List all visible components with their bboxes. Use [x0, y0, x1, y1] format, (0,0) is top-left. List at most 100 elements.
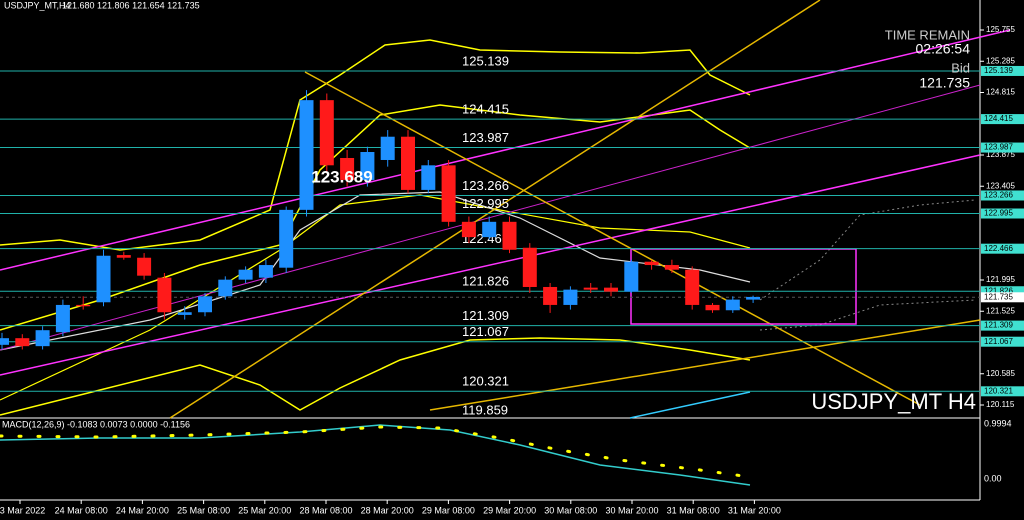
watermark: USDJPY_MT H4: [811, 389, 976, 414]
level-axis-label: 122.466: [984, 244, 1013, 253]
candle-body: [401, 136, 415, 190]
candle-body: [258, 265, 273, 278]
time-label: 29 Mar 08:00: [422, 505, 475, 515]
cloud-edge: [759, 299, 976, 331]
candle-body: [522, 247, 537, 287]
level-box: [981, 65, 1024, 76]
candle-body: [340, 157, 355, 180]
level-box: [981, 142, 1024, 153]
time-label: 24 Mar 08:00: [55, 505, 108, 515]
candle-body: [360, 152, 375, 180]
level-label: 123.987: [462, 130, 509, 145]
trend-line: [629, 391, 751, 419]
candle-body: [664, 265, 679, 270]
level-axis-label: 121.067: [984, 337, 1013, 346]
level-axis-label: 122.995: [984, 209, 1013, 218]
level-label: 119.859: [462, 402, 508, 417]
axis-label: 123.875: [986, 150, 1015, 159]
time-label: 30 Mar 20:00: [605, 505, 658, 515]
time-label: 31 Mar 08:00: [667, 505, 720, 515]
macd-signal: [0, 425, 752, 479]
candle-body: [96, 255, 111, 303]
candle-body: [218, 279, 233, 297]
level-label: 123.266: [462, 178, 509, 193]
candle-body: [725, 299, 740, 311]
level-label: 121.067: [462, 324, 509, 339]
level-box: [981, 286, 1024, 297]
candle-body: [15, 338, 30, 347]
macd-line: [0, 424, 751, 486]
candle-body: [380, 136, 395, 160]
candle-body: [543, 286, 558, 305]
candle-body: [502, 221, 517, 250]
level-axis-label: 123.987: [984, 143, 1013, 152]
trend-line: [0, 29, 1011, 271]
level-box: [981, 320, 1024, 331]
level-box: [981, 386, 1024, 397]
candle-body: [604, 287, 618, 292]
candle-body: [644, 261, 659, 266]
axis-label: 125.285: [986, 56, 1015, 65]
trend-line: [169, 0, 821, 419]
level-box: [981, 243, 1024, 254]
macd-label: MACD(12,26,9) -0.1083 0.0073 0.0000 -0.1…: [2, 419, 190, 429]
candle-body: [583, 287, 598, 290]
band-upper: [0, 39, 751, 251]
candle-body: [624, 261, 639, 292]
level-box: [981, 208, 1024, 219]
level-axis-label: 120.321: [984, 386, 1013, 395]
level-axis-label: 121.309: [984, 321, 1013, 330]
time-label: 24 Mar 20:00: [116, 505, 169, 515]
axis-label: 121.995: [986, 275, 1015, 284]
candle-body: [421, 165, 436, 190]
candle-body: [0, 338, 9, 345]
level-axis-label: 121.826: [984, 286, 1013, 295]
bid-label: Bid: [951, 60, 970, 75]
candle-body: [299, 100, 314, 210]
level-axis-label: 125.139: [984, 66, 1013, 75]
candle-body: [177, 312, 192, 315]
cloud-edge: [759, 199, 976, 301]
quote: 121.680 121.806 121.654 121.735: [62, 0, 200, 10]
candle-body: [705, 304, 720, 311]
axis-label: 123.405: [986, 181, 1015, 190]
time-label: 25 Mar 20:00: [238, 505, 291, 515]
candle-body: [279, 209, 294, 268]
axis-label: 124.815: [986, 88, 1015, 97]
level-label: 122.995: [462, 196, 509, 211]
candle-body: [137, 257, 152, 276]
candle-body: [76, 304, 91, 307]
time-label: 30 Mar 08:00: [544, 505, 597, 515]
axis-label: 121.525: [986, 306, 1015, 315]
level-box: [981, 114, 1024, 125]
candle-body: [319, 100, 334, 166]
candle-body: [157, 277, 172, 313]
candle-body: [746, 296, 761, 300]
level-label: 120.321: [462, 374, 509, 389]
symbol: USDJPY_MT,H4: [4, 0, 71, 10]
level-axis-label: 123.266: [984, 191, 1013, 200]
time-label: 28 Mar 08:00: [299, 505, 352, 515]
bid-axis-label: 121.735: [984, 292, 1013, 301]
candle-body: [563, 289, 578, 305]
band-middle: [0, 104, 751, 331]
candle-body: [441, 165, 456, 222]
chart-layer: 125.755 125.285 124.815 123.875 123.405 121.9…: [0, 25, 1024, 515]
candle-body: [198, 296, 212, 313]
candle-body: [238, 269, 253, 280]
timer-value: 02:26:54: [916, 41, 971, 57]
time-label: 25 Mar 08:00: [177, 505, 230, 515]
trend-line: [0, 154, 981, 376]
bid-value: 121.735: [919, 75, 970, 91]
level-label: 124.415: [462, 102, 509, 117]
axis-label: 120.585: [986, 369, 1015, 378]
level-label: 125.139: [462, 53, 509, 68]
axis-label: 125.755: [986, 25, 1015, 34]
candle-body: [482, 221, 497, 238]
time-label: 23 Mar 2022: [0, 505, 45, 515]
candle-body: [461, 221, 476, 238]
level-label: 121.826: [462, 274, 509, 289]
candle-body: [116, 255, 131, 258]
